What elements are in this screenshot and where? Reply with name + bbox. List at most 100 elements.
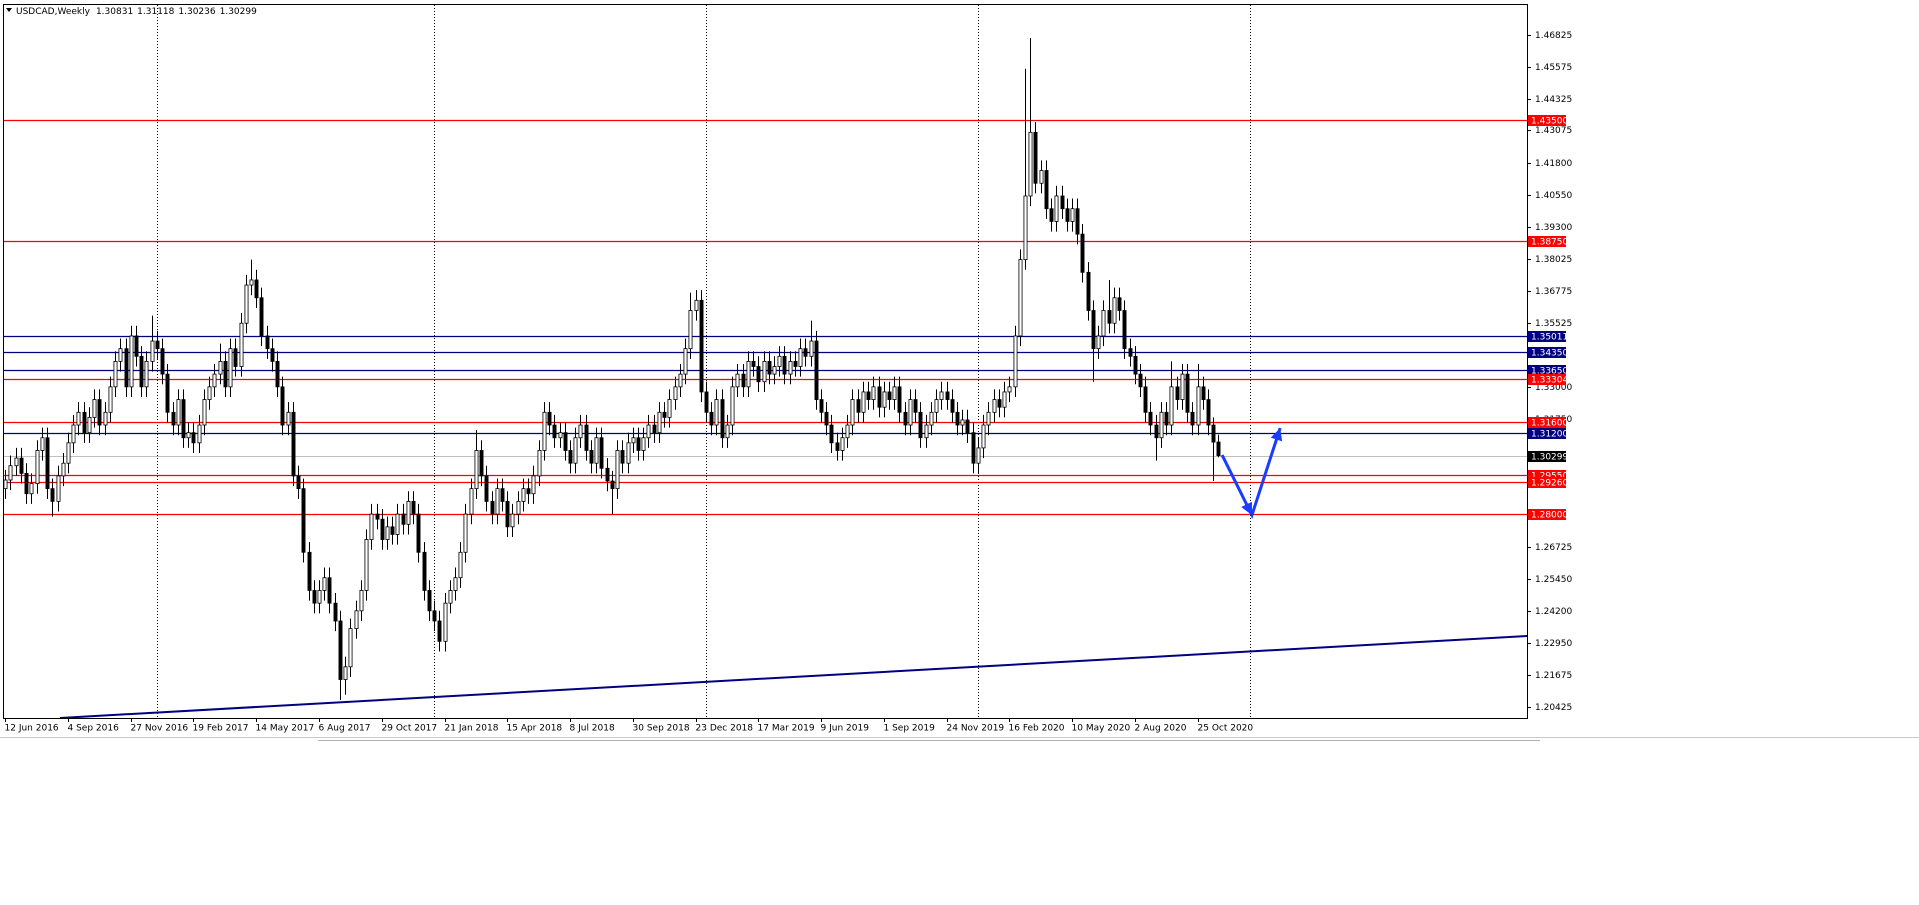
candle-body [1080,233,1085,273]
candle-body [348,628,353,668]
candle-body [1117,297,1122,311]
candle-body [380,518,385,540]
candle-body [626,442,631,464]
candle-body [1086,271,1091,311]
x-tick-label: 2 Aug 2020 [1135,724,1187,734]
candle-body [254,279,259,299]
y-tick-label: 1.39300 [1535,223,1572,233]
header-low: 1.30236 [178,7,215,17]
candle-body [960,419,965,426]
candle-body [1007,386,1012,393]
candle-body [819,399,824,413]
level-label: 1.43500 [1531,117,1568,127]
candle-body [401,513,406,525]
candle-body [1143,386,1148,413]
candle-body [270,348,275,362]
candle-body [699,299,704,393]
candle-body [35,450,40,484]
candle-body [76,411,81,426]
x-tick-label: 30 Sep 2018 [633,724,690,734]
candle-body [307,551,312,591]
candle-body [709,411,714,426]
level-label-box [1528,470,1566,481]
candle-body [108,386,113,413]
candle-body [359,590,364,612]
arrow-head [1241,501,1252,516]
candle-body [1206,399,1211,426]
menu-triangle [6,8,12,12]
x-tick-label: 10 May 2020 [1072,724,1131,734]
candle-body [171,411,176,426]
y-tick-label: 1.41800 [1535,159,1572,169]
x-tick-label: 25 Oct 2020 [1198,724,1254,734]
candle-body [144,360,149,388]
candles-layer [3,38,1221,700]
header-close: 1.30299 [220,7,257,17]
level-label-box [1528,428,1566,439]
candle-body [913,399,918,413]
candle-body [1122,310,1127,350]
candle-body [599,437,604,469]
candle-body [845,424,850,439]
level-label-box [1528,365,1566,376]
candle-body [364,539,369,591]
candle-body [965,419,970,434]
candle-body [558,432,563,439]
candle-body [338,620,343,680]
header-high: 1.31118 [137,7,174,17]
candle-body [505,500,510,528]
level-label: 1.29550 [1531,472,1568,482]
candle-body [1175,386,1180,400]
candle-body [427,590,432,612]
candle-body [181,399,186,439]
candle-body [202,399,207,426]
candle-body [798,348,803,367]
candle-body [474,450,479,490]
symbol-title: USDCAD,Weekly [16,7,91,17]
candle-body [197,424,202,444]
candle-body [526,488,531,495]
candle-body [725,424,730,439]
candle-body [1070,208,1075,222]
candle-body [1065,208,1070,222]
levels-layer [4,119,1528,719]
level-label-box [1528,236,1566,247]
candle-body [82,411,87,434]
y-tick-label: 1.44325 [1535,95,1572,105]
candle-body [490,500,495,515]
candle-body [223,360,228,388]
x-tick-label: 14 May 2017 [256,724,315,734]
candle-body [207,386,212,400]
candle-body [939,391,944,400]
candle-body [1075,208,1080,235]
level-label: 1.31600 [1531,419,1568,429]
candle-body [610,480,615,490]
y-tick-label: 1.43075 [1535,126,1572,136]
candle-body [139,355,144,388]
trendline [60,635,1528,719]
level-label-box [1528,331,1566,342]
candle-body [1096,335,1101,350]
candle-body [1138,373,1143,388]
candle-body [327,577,332,604]
candle-body [228,348,233,388]
candle-body [1190,411,1195,426]
candle-body [71,424,76,444]
candle-body [756,366,761,383]
candle-body [662,411,667,418]
candle-body [103,411,108,426]
candle-body [772,366,777,375]
x-tick-label: 8 Jul 2018 [570,724,615,734]
candle-body [1049,208,1054,222]
candle-body [160,348,165,375]
candle-body [416,513,421,553]
y-tick-label: 1.25450 [1535,575,1572,585]
candle-body [317,590,322,604]
candle-body [882,391,887,408]
candle-body [877,386,882,408]
x-tick-label: 6 Aug 2017 [319,724,371,734]
candle-body [87,416,92,434]
candle-body [422,551,427,591]
